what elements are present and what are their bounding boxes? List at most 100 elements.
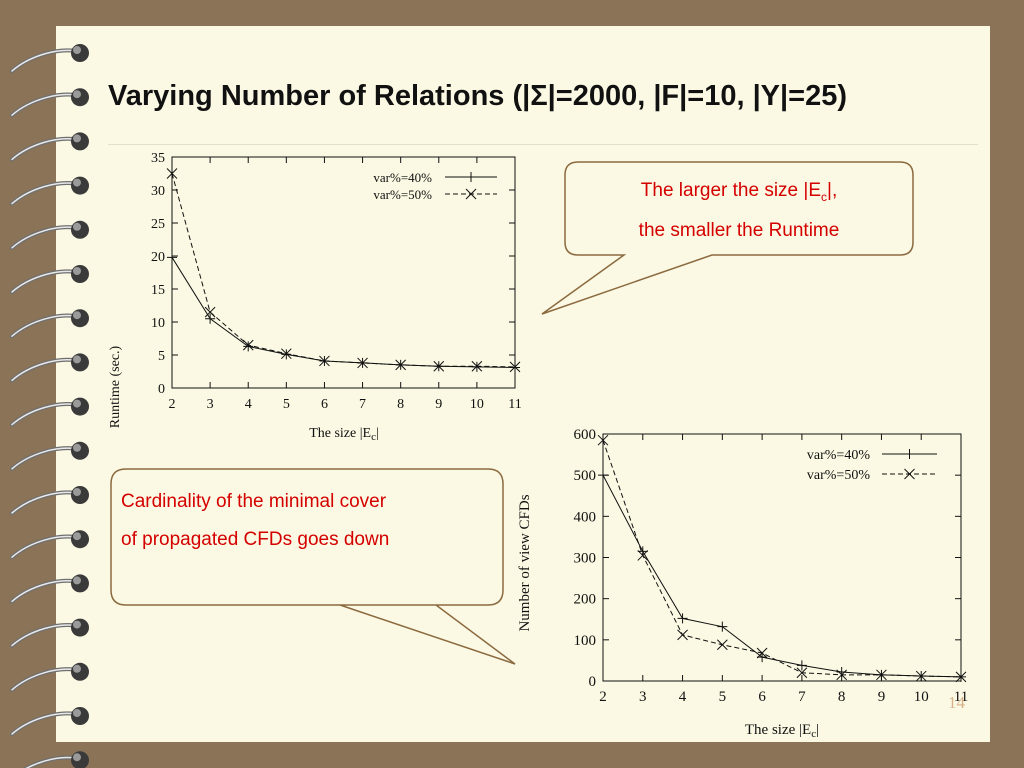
binding-ring	[10, 618, 89, 648]
legend-entry-1: var%=40%	[807, 448, 937, 463]
x-tick-label: 4	[245, 397, 252, 412]
legend-label: var%=40%	[807, 448, 870, 463]
data-point	[915, 670, 927, 682]
binding-ring	[10, 265, 89, 294]
title-divider	[108, 144, 978, 145]
x-tick-label: 11	[508, 397, 521, 412]
data-point	[205, 313, 216, 324]
callout-runtime-line2: the smaller the Runtime	[638, 219, 840, 241]
view-cfds-chart-ticks: 2 3 4 5 6 7 8 9 10 11 0 100 200 300 400 500 600	[574, 427, 969, 705]
data-point	[471, 360, 483, 372]
data-point	[280, 348, 292, 360]
view-cfds-chart-ylabel: Number of view CFDs	[517, 494, 533, 631]
y-tick-label: 500	[574, 468, 597, 484]
data-point	[757, 652, 768, 663]
y-tick-label: 0	[589, 674, 597, 690]
binding-ring	[10, 353, 89, 383]
callout-bubble-cardinality	[110, 468, 516, 665]
binding-ring	[10, 441, 89, 471]
legend-label: var%=50%	[373, 187, 432, 202]
x-tick-label: 8	[838, 689, 846, 705]
binding-ring	[10, 309, 89, 339]
x-tick-label: 6	[758, 689, 766, 705]
binding-ring	[10, 88, 89, 118]
data-point	[598, 470, 608, 481]
series-2	[166, 168, 521, 373]
x-tick-label: 10	[914, 689, 929, 705]
y-tick-label: 20	[151, 250, 165, 265]
slide-title: Varying Number of Relations (|Σ|=2000, |…	[108, 80, 847, 112]
runtime-chart-xlabel: The size |Ec|	[309, 426, 379, 443]
y-tick-label: 15	[151, 283, 165, 298]
data-point	[716, 639, 728, 651]
binding-ring	[23, 751, 89, 768]
legend-label: var%=50%	[807, 468, 870, 483]
data-point	[796, 660, 807, 671]
x-tick-label: 7	[798, 689, 806, 705]
binding-ring	[10, 176, 89, 206]
data-point	[433, 360, 445, 372]
y-tick-label: 600	[574, 427, 597, 443]
series-2	[597, 434, 967, 683]
plot-frame	[171, 156, 516, 389]
y-tick-label: 10	[151, 316, 165, 331]
legend-marker	[465, 188, 477, 200]
x-tick-label: 11	[954, 689, 968, 705]
data-point	[756, 647, 768, 659]
runtime-chart-ticks: 2 3 4 5 6 7 8 9 10 11 0 5 10 15 20 25 30 35	[151, 151, 522, 412]
data-point	[876, 669, 887, 681]
x-tick-label: 2	[599, 689, 607, 705]
binding-ring	[10, 707, 89, 736]
binding-ring	[10, 662, 89, 692]
data-point	[395, 359, 407, 371]
data-point	[955, 671, 967, 683]
callout-runtime-text: The larger the size |Ec|, the smaller th…	[578, 174, 900, 248]
y-tick-label: 200	[574, 592, 597, 608]
data-point	[677, 629, 688, 641]
data-point	[242, 339, 254, 351]
data-point	[677, 613, 688, 624]
data-point	[509, 361, 521, 373]
legend-entry-1: var%=40%	[373, 170, 497, 185]
data-point	[717, 621, 728, 632]
data-point	[836, 669, 848, 681]
x-tick-label: 5	[283, 397, 290, 412]
legend-entry-2: var%=50%	[807, 468, 937, 483]
series-line	[171, 173, 516, 368]
x-tick-label: 9	[878, 689, 886, 705]
callout-runtime-line1: The larger the size |Ec|,	[640, 180, 838, 204]
spiral-binding	[10, 44, 89, 768]
series-line	[602, 440, 962, 678]
view-cfds-chart-series	[597, 434, 967, 683]
x-tick-label: 9	[435, 397, 442, 412]
callout-cardinality-text: Cardinality of the minimal cover of prop…	[121, 485, 501, 557]
x-tick-label: 2	[169, 397, 176, 412]
runtime-chart-legend: var%=40% var%=50%	[373, 170, 497, 202]
callout-cardinality-line2: of propagated CFDs goes down	[121, 529, 390, 550]
binding-ring	[10, 397, 89, 427]
y-tick-label: 100	[574, 633, 597, 649]
data-point	[204, 306, 216, 318]
data-point	[357, 357, 368, 369]
runtime-chart-ylabel: Runtime (sec.)	[108, 345, 123, 428]
data-point	[796, 667, 808, 679]
data-point	[166, 168, 178, 179]
x-tick-label: 10	[470, 397, 484, 412]
legend-label: var%=40%	[373, 170, 432, 185]
data-point	[167, 252, 177, 263]
callout-bubble-runtime	[541, 161, 914, 315]
x-tick-label: 4	[679, 689, 687, 705]
legend-entry-2: var%=50%	[373, 187, 497, 202]
y-tick-label: 25	[151, 217, 165, 232]
legend-marker	[466, 172, 476, 182]
x-tick-label: 5	[719, 689, 727, 705]
y-tick-label: 35	[151, 151, 165, 166]
legend-marker	[904, 468, 915, 480]
data-point	[243, 341, 254, 352]
y-tick-label: 5	[158, 349, 165, 364]
x-tick-label: 3	[207, 397, 214, 412]
view-cfds-chart-legend: var%=40% var%=50%	[807, 448, 937, 483]
runtime-chart-series	[166, 168, 521, 373]
